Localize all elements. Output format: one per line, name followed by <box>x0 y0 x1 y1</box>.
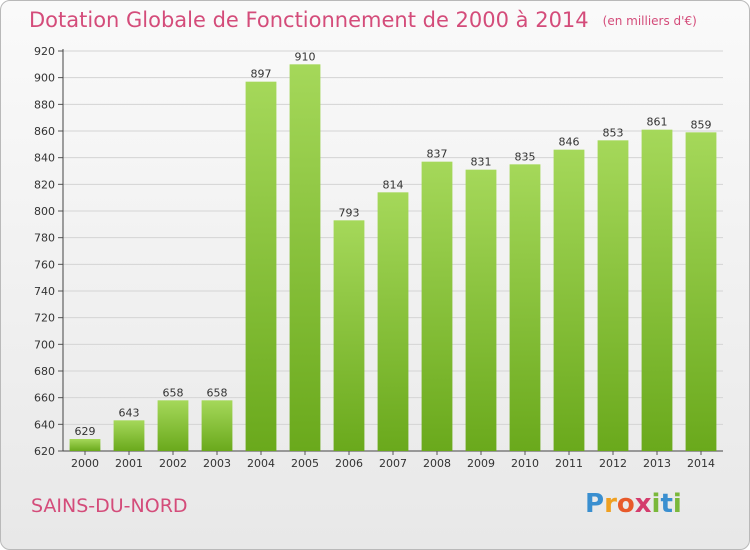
x-tick-label: 2011 <box>555 457 583 470</box>
y-tick-label: 620 <box>34 445 55 458</box>
x-axis-labels: 2000 2001 2002 2003 2004 2005 2006 2007 2008 2009… <box>71 451 715 470</box>
y-tick-label: 720 <box>34 312 55 325</box>
data-label: 814 <box>383 178 404 191</box>
bar <box>333 220 365 451</box>
bar <box>289 64 321 452</box>
chart-title: Dotation Globale de Fonctionnement de 20… <box>29 8 697 32</box>
bars <box>69 64 717 452</box>
logo-letter: P <box>585 489 605 519</box>
x-tick-label: 2013 <box>643 457 671 470</box>
x-tick-label: 2010 <box>511 457 539 470</box>
y-tick-label: 840 <box>34 152 55 165</box>
logo-letter: i <box>651 489 661 519</box>
y-tick-label: 780 <box>34 232 55 245</box>
title-unit: (en milliers d'€) <box>602 14 697 28</box>
logo-letter: o <box>616 489 635 519</box>
y-tick-label: 740 <box>34 285 55 298</box>
y-tick-label: 820 <box>34 178 55 191</box>
y-tick-label: 880 <box>34 98 55 111</box>
x-tick-label: 2003 <box>203 457 231 470</box>
bar <box>421 161 453 451</box>
logo-letter: i <box>672 489 682 519</box>
bar <box>245 81 277 452</box>
data-label: 629 <box>75 425 96 438</box>
logo-letter: r <box>604 489 617 519</box>
x-tick-label: 2009 <box>467 457 495 470</box>
bar <box>685 132 717 452</box>
bar <box>157 400 189 451</box>
bar <box>553 149 585 451</box>
data-label: 846 <box>559 136 580 149</box>
data-label: 859 <box>691 118 712 131</box>
x-tick-label: 2007 <box>379 457 407 470</box>
bar <box>201 400 233 451</box>
bar <box>113 420 145 451</box>
y-tick-label: 800 <box>34 205 55 218</box>
y-axis-labels: 620 640 660 680 700 720 740 760 780 800 820 840 860 8… <box>34 45 55 458</box>
data-label: 643 <box>119 406 140 419</box>
x-tick-label: 2014 <box>687 457 715 470</box>
bar <box>509 164 541 452</box>
x-tick-label: 2012 <box>599 457 627 470</box>
proxiti-logo: Proxiti <box>585 489 682 519</box>
bar <box>641 129 673 451</box>
y-tick-label: 760 <box>34 258 55 271</box>
bar <box>377 192 409 452</box>
y-tick-label: 900 <box>34 72 55 85</box>
y-tick-label: 700 <box>34 338 55 351</box>
data-label: 910 <box>295 50 316 63</box>
bar <box>465 169 497 451</box>
x-tick-label: 2002 <box>159 457 187 470</box>
commune-name: SAINS-DU-NORD <box>31 495 188 517</box>
data-label: 831 <box>471 156 492 169</box>
x-tick-label: 2000 <box>71 457 99 470</box>
x-tick-label: 2001 <box>115 457 143 470</box>
y-tick-label: 920 <box>34 45 55 58</box>
x-tick-label: 2008 <box>423 457 451 470</box>
y-tick-label: 640 <box>34 418 55 431</box>
bar <box>597 140 629 452</box>
data-labels: 629 643 658 658 897 910 793 814 837 831 835 846 853 8… <box>75 50 712 438</box>
data-label: 861 <box>647 116 668 129</box>
data-label: 658 <box>163 386 184 399</box>
x-tick-label: 2005 <box>291 457 319 470</box>
data-label: 835 <box>515 150 536 163</box>
x-tick-label: 2004 <box>247 457 275 470</box>
bar <box>69 439 101 451</box>
data-label: 658 <box>207 386 228 399</box>
data-label: 853 <box>603 126 624 139</box>
y-tick-label: 860 <box>34 125 55 138</box>
data-label: 837 <box>427 148 448 161</box>
logo-letter: t <box>660 489 673 519</box>
logo-letter: x <box>634 489 652 519</box>
x-tick-label: 2006 <box>335 457 363 470</box>
y-tick-label: 680 <box>34 365 55 378</box>
title-text: Dotation Globale de Fonctionnement de 20… <box>29 8 589 32</box>
y-tick-label: 660 <box>34 392 55 405</box>
data-label: 793 <box>339 206 360 219</box>
data-label: 897 <box>251 68 272 81</box>
